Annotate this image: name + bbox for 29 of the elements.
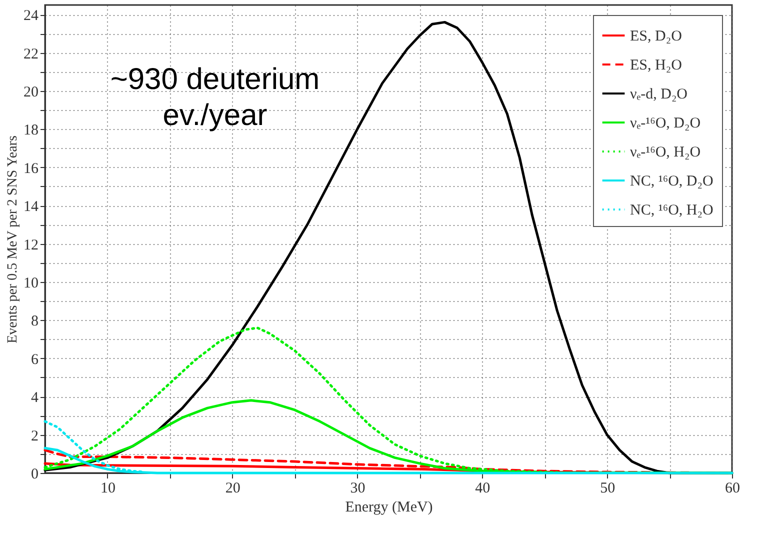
x-axis-title: Energy (MeV) — [345, 500, 433, 516]
y-tick-label: 22 — [24, 46, 38, 62]
y-tick-label: 6 — [31, 352, 39, 368]
x-tick-label: 60 — [725, 480, 740, 496]
y-tick-label: 16 — [24, 160, 39, 177]
y-tick-label: 10 — [24, 275, 38, 292]
x-tick-label: 30 — [350, 480, 366, 496]
legend-label: NC, ¹⁶O, D₂O — [630, 174, 714, 190]
y-tick-label: 2 — [31, 428, 38, 444]
legend-label: ES, D₂O — [630, 28, 682, 44]
y-tick-label: 0 — [31, 466, 38, 482]
y-tick-label: 20 — [24, 84, 38, 100]
legend-label: NC, ¹⁶O, H₂O — [630, 202, 714, 218]
y-tick-label: 8 — [31, 314, 38, 330]
x-tick-label: 10 — [100, 480, 116, 496]
y-tick-label: 4 — [31, 390, 39, 406]
legend-label: νₑ-d, D₂O — [630, 86, 688, 102]
legend-label: νₑ-¹⁶O, H₂O — [630, 144, 701, 160]
annotation: ~930 deuterium ev./year — [110, 63, 320, 132]
y-tick-label: 12 — [24, 237, 38, 254]
y-axis-title: Events per 0.5 MeV per 2 SNS Years — [6, 136, 20, 344]
x-tick-label: 20 — [225, 480, 240, 496]
y-tick-label: 18 — [24, 122, 38, 139]
x-tick-label: 50 — [600, 480, 616, 496]
legend-label: ES, H₂O — [630, 58, 682, 74]
y-tick-label: 24 — [24, 8, 39, 24]
x-tick-label: 40 — [475, 480, 490, 496]
y-tick-label: 14 — [24, 199, 39, 216]
legend-label: νₑ-¹⁶O, D₂O — [630, 116, 701, 132]
